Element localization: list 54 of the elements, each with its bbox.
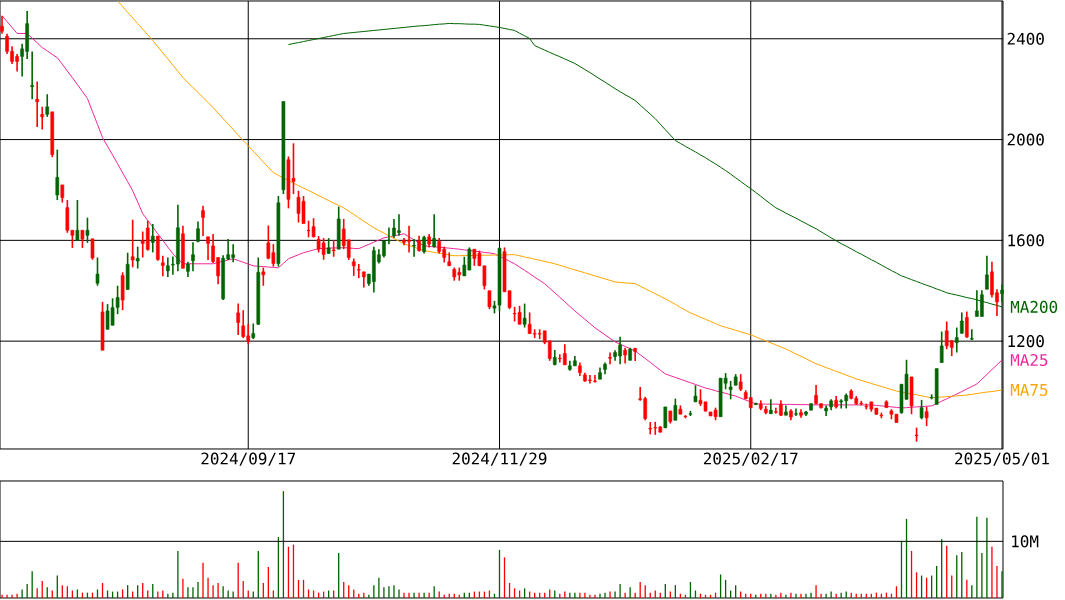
series-label: MA25 [1010, 354, 1048, 367]
candlestick [985, 254, 989, 291]
candlestick [40, 106, 45, 131]
y-tick-label: 2000 [1007, 133, 1044, 146]
candlestick [954, 326, 959, 354]
candlestick [241, 309, 246, 339]
candlestick [728, 380, 733, 401]
candlestick [95, 256, 100, 287]
candlestick [135, 245, 140, 270]
candlestick [261, 266, 266, 287]
candlestick [236, 302, 240, 336]
x-tick-label: 2025/02/17 [703, 452, 798, 466]
candlestick [85, 216, 90, 244]
y-tick-label: 2400 [1007, 32, 1044, 45]
candlestick [351, 257, 356, 277]
series-label: MA200 [1010, 300, 1058, 313]
candlestick [487, 289, 492, 310]
candlestick [191, 241, 195, 273]
x-tick-label: 2025/05/01 [955, 452, 1049, 466]
candlestick [608, 351, 612, 366]
candlestick [356, 263, 361, 279]
candlestick [150, 223, 155, 254]
candlestick [959, 311, 964, 335]
candlestick [919, 399, 924, 421]
candlestick [30, 50, 34, 101]
candlestick [206, 236, 210, 261]
candlestick [412, 238, 416, 258]
candlestick [1000, 283, 1004, 304]
candlestick [145, 219, 150, 252]
ref-line-label: 10M [1012, 535, 1039, 548]
x-tick-label: 2024/09/17 [201, 452, 296, 466]
candlestick [939, 330, 944, 364]
candlestick [90, 238, 95, 261]
candlestick [161, 254, 165, 277]
candlestick [673, 397, 678, 422]
candlestick [970, 328, 974, 341]
candlestick [648, 421, 653, 436]
candlestick [522, 302, 527, 329]
candlestick [432, 213, 436, 249]
x-tick-label: 2024/11/29 [452, 452, 547, 466]
series-label: MA75 [1010, 384, 1048, 396]
candlestick [55, 148, 60, 201]
candlestick [794, 407, 798, 417]
y-tick-label: 1200 [1008, 335, 1044, 348]
candlestick [769, 398, 773, 415]
candlestick [155, 235, 160, 262]
candlestick [965, 310, 969, 339]
candlestick [35, 80, 39, 128]
y-tick-label: 1600 [1008, 234, 1044, 247]
candlestick [924, 405, 929, 427]
candlestick [130, 218, 135, 269]
candlestick [75, 199, 80, 242]
candlestick [45, 93, 50, 118]
candlestick [201, 205, 205, 237]
